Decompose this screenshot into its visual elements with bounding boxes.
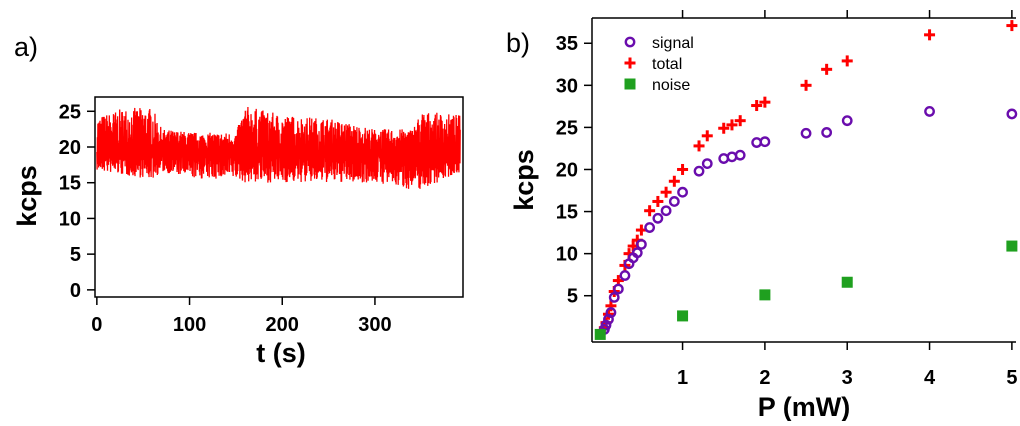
x-tick-label: 4 [924,367,936,389]
total-point [693,140,705,152]
panel-b-y-ticks: 5 10 15 20 25 30 35 [556,33,592,308]
panel-a-y-ticks: 0 5 10 15 20 25 [59,101,95,302]
y-tick-label: 35 [556,33,578,55]
total-point [644,205,656,217]
signal-point [734,149,746,161]
legend-label-signal: signal [652,35,694,52]
y-tick-label: 10 [59,208,81,230]
legend-marker-total [624,57,636,69]
panel-a-trace [96,107,461,189]
signal-point [652,212,664,224]
signal-point [841,115,853,127]
total-point [652,195,664,207]
total-point [1006,20,1018,32]
total-point [668,175,680,187]
total-point [677,163,689,175]
y-tick-label: 20 [59,137,81,159]
total-point [751,100,763,112]
signal-point [821,127,833,138]
signal-point [759,136,771,148]
panel-a-x-label: t (s) [256,338,306,368]
y-tick-label: 5 [567,286,578,308]
noise-point [594,328,606,340]
total-point [660,186,672,198]
x-tick-label: 2 [759,367,770,389]
signal-point [644,222,656,233]
legend-marker-signal [624,36,636,48]
x-tick-label: 0 [91,314,102,336]
y-tick-label: 5 [70,244,81,266]
y-tick-label: 15 [59,173,81,195]
signal-point [701,158,713,169]
legend-marker-noise [624,78,636,90]
total-point [821,63,833,75]
noise-point [841,276,853,288]
signal-point [605,307,617,318]
y-tick-label: 25 [556,117,578,139]
signal-point [718,153,730,164]
x-tick-label: 5 [1006,367,1017,389]
panel-b-y-label: kcps [509,149,539,211]
total-point [800,79,812,91]
panel-a-y-label: kcps [12,165,42,227]
noise-point [1006,240,1018,252]
y-tick-label: 30 [556,75,578,97]
panel-b-x-ticks: 1 2 3 4 5 [677,10,1017,389]
signal-point [677,186,688,198]
y-tick-label: 20 [556,159,578,181]
total-point [759,96,771,108]
signal-point [660,205,672,217]
signal-point [608,291,620,303]
signal-trace-line [96,107,461,189]
legend-label-noise: noise [652,77,690,94]
noise-point [759,289,771,301]
noise-point [677,310,689,322]
x-tick-label: 100 [173,314,206,336]
panel-b-x-label: P (mW) [758,392,851,421]
signal-point [726,151,738,163]
signal-point [1006,108,1018,120]
total-point [841,55,853,67]
y-tick-label: 10 [556,244,578,266]
x-tick-label: 3 [842,367,853,389]
total-point [726,119,738,131]
y-tick-label: 25 [59,101,81,123]
y-tick-label: 0 [70,280,81,302]
total-point [924,29,936,41]
y-tick-label: 15 [556,202,578,224]
signal-point [635,238,647,250]
legend-label-total: total [652,56,682,73]
signal-point [619,270,631,281]
signal-point [668,196,680,207]
signal-point [800,127,812,139]
x-tick-label: 200 [266,314,299,336]
signal-point [631,247,643,259]
panel-b-label: b) [506,28,530,58]
panel-a-frame [94,96,464,298]
signal-point [600,319,612,331]
signal-point [924,106,935,117]
panel-b-legend: signal total noise [624,35,694,94]
panel-a-x-ticks: 0 100 200 300 [91,297,392,336]
x-tick-label: 1 [677,367,688,389]
panel-a: a) 0 5 10 15 20 25 0 100 200 300 t (s) kcps [12,32,464,368]
x-tick-label: 300 [358,314,391,336]
total-point [734,115,746,127]
total-point [701,130,713,142]
total-point [718,122,730,134]
signal-point [612,283,624,295]
panel-a-label: a) [14,32,38,62]
signal-point [693,165,705,177]
panel-b-marks [594,20,1018,340]
